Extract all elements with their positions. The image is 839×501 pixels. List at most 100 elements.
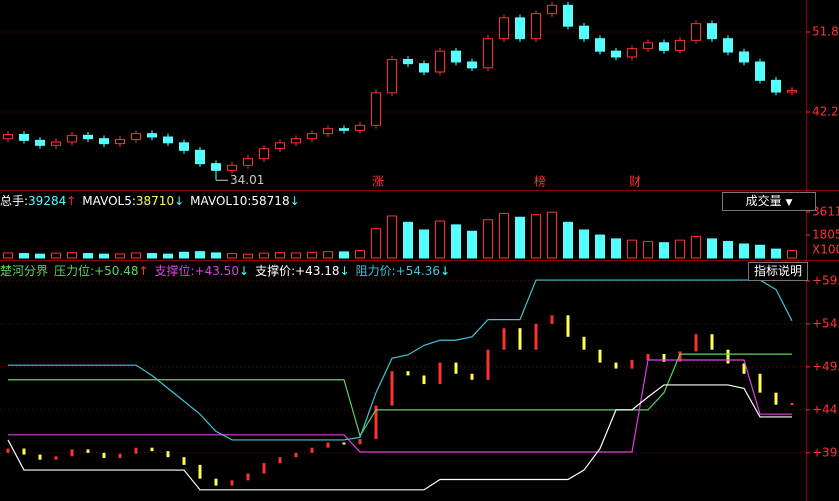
candle-body	[579, 25, 589, 40]
candle-body	[227, 164, 237, 171]
indicator-candle	[38, 454, 42, 460]
indicator-candle	[230, 480, 234, 486]
volume-bar	[579, 229, 589, 259]
stat-name: 总手:	[0, 194, 29, 208]
candle-body	[163, 136, 173, 144]
candle-body	[515, 17, 525, 40]
legend-name: 阻力价:	[355, 264, 396, 278]
indicator-candle	[502, 328, 506, 350]
volume-bar	[195, 251, 205, 259]
candle-body	[403, 59, 413, 65]
volume-bar	[515, 216, 525, 259]
event-marker: 财	[629, 175, 641, 189]
candle-body	[211, 163, 221, 171]
y-tick-label: 42.2	[812, 105, 839, 119]
indicator-candle	[726, 349, 730, 364]
indicator-candle	[470, 373, 474, 380]
candle-body	[739, 51, 749, 63]
indicator-candle	[534, 323, 538, 350]
volume-bar	[451, 224, 461, 259]
volume-bar	[467, 230, 477, 259]
indicator-line	[8, 359, 792, 453]
volume-bar	[611, 238, 621, 259]
indicator-candle	[758, 373, 762, 393]
indicator-candle	[454, 362, 458, 374]
legend-name: 支撑位:	[154, 264, 195, 278]
candle-body	[483, 38, 493, 69]
volume-bar	[659, 242, 669, 259]
candle-body	[547, 4, 557, 15]
volume-bar	[243, 253, 253, 259]
candle-body	[435, 50, 445, 73]
indicator-help-button[interactable]: 指标说明	[748, 262, 808, 281]
candle-body	[291, 138, 301, 144]
candle-body	[179, 142, 189, 151]
indicator-candle	[582, 336, 586, 350]
volume-bar	[259, 252, 269, 259]
candle-body	[723, 38, 733, 53]
candle-body	[275, 142, 285, 150]
candle-body	[707, 23, 717, 40]
indicator-header: 楚河分界 压力位:+50.48↑ 支撑位:+43.50↓ 支撑价:+43.18↓ 阻力价…	[0, 262, 450, 280]
indicator-candle	[182, 457, 186, 465]
indicator-candle	[358, 439, 362, 445]
legend-name: 压力位:	[54, 264, 95, 278]
indicator-line	[8, 353, 792, 438]
candle-body	[51, 141, 61, 146]
y-tick-label: +49.	[812, 359, 839, 373]
candle-body	[259, 148, 269, 160]
indicator-candle	[438, 362, 442, 385]
event-marker: 榜	[534, 174, 546, 189]
candle-body	[451, 50, 461, 63]
indicator-candle	[86, 449, 90, 453]
volume-bar	[291, 252, 301, 259]
candle-body	[659, 42, 669, 51]
stat-value: 39284	[28, 194, 67, 208]
volume-bar	[483, 219, 493, 259]
candle-body	[147, 133, 157, 138]
volume-bar	[531, 214, 541, 259]
volume-bar	[51, 252, 61, 259]
volume-bar	[307, 251, 317, 259]
volume-bar	[403, 221, 413, 259]
indicator-candle	[294, 452, 298, 458]
volume-bar	[435, 220, 445, 259]
candle-body	[83, 134, 93, 140]
trend-arrow: ↑	[66, 194, 77, 208]
volume-bar	[339, 251, 349, 259]
volume-bar	[755, 244, 765, 259]
indicator-candle	[422, 375, 426, 385]
volume-selector[interactable]: 成交量 ▼	[722, 192, 816, 211]
indicator-candle	[710, 334, 714, 350]
dropdown-arrow: ▼	[785, 198, 793, 208]
candle-body	[691, 23, 701, 41]
trend-arrow: ↓	[174, 194, 185, 208]
volume-bar	[115, 253, 125, 259]
volume-bar	[371, 228, 381, 259]
candle-body	[531, 13, 541, 40]
indicator-candle	[166, 451, 170, 458]
indicator-candle	[326, 442, 330, 448]
legend-entry: 阻力价:+54.36↓	[356, 262, 451, 280]
indicator-candle	[54, 456, 58, 460]
stat: 总手:39284↑	[0, 192, 76, 210]
indicator-candle	[390, 371, 394, 406]
volume-bar	[147, 253, 157, 259]
indicator-candle	[134, 447, 138, 454]
volume-bar	[419, 229, 429, 259]
indicator-candle	[630, 360, 634, 369]
y-tick-label: 51.8	[812, 25, 839, 39]
y-tick-label: +44.	[812, 402, 839, 416]
indicator-candle	[518, 328, 522, 350]
volume-bar	[787, 249, 797, 259]
indicator-candle	[278, 457, 282, 464]
volume-bar	[563, 221, 573, 259]
indicator-candle	[102, 452, 106, 459]
candle-body	[611, 50, 621, 58]
candle-body	[35, 139, 45, 146]
indicator-candle	[198, 464, 202, 479]
legend-name: 支撑价:	[255, 264, 296, 278]
candle-body	[131, 133, 141, 141]
stat-name: MAVOL10:	[190, 194, 252, 208]
volume-bar	[179, 251, 189, 259]
